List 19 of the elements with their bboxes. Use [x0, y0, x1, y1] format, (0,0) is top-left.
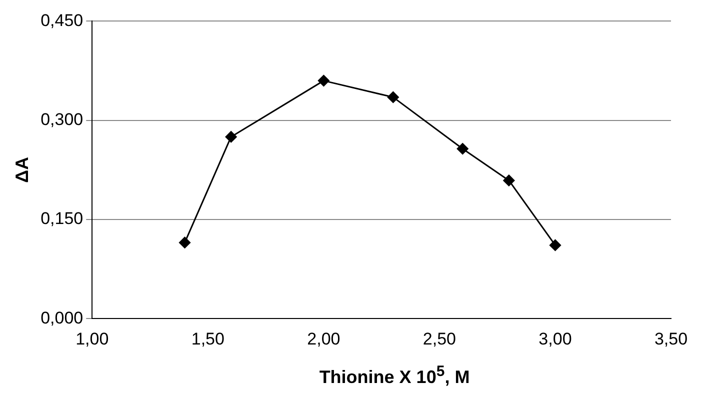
x-tick-label: 2,50 — [422, 329, 456, 348]
y-tick-label: 0,450 — [40, 10, 84, 30]
x-tick-label: 2,00 — [307, 329, 340, 348]
point — [179, 236, 191, 248]
y-axis-title: ΔA — [12, 156, 32, 183]
point — [225, 131, 237, 143]
point — [318, 74, 330, 86]
point — [456, 143, 468, 154]
point — [387, 91, 399, 103]
x-axis-title: Thionine X 10$^{5}$, M — [318, 363, 471, 388]
point — [549, 239, 561, 251]
y-tick-label: 0,300 — [40, 110, 84, 130]
x-tick-label: 1,00 — [76, 329, 109, 348]
point — [503, 174, 515, 186]
x-tick-label: 1,50 — [191, 329, 224, 348]
y-tick-label: 0,000 — [40, 308, 84, 328]
x-tick-label: 3,50 — [654, 329, 688, 348]
y-tick-label: 0,150 — [40, 209, 84, 228]
x-tick-label: 3,00 — [538, 329, 572, 348]
